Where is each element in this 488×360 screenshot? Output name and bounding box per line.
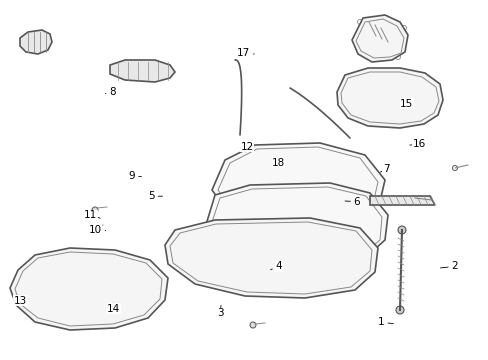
Text: 11: 11 [83,210,100,220]
Circle shape [37,39,43,45]
Text: 4: 4 [270,261,282,271]
Circle shape [416,198,420,202]
Polygon shape [110,60,175,82]
Text: 9: 9 [128,171,141,181]
Text: 3: 3 [216,305,223,318]
Circle shape [148,68,155,75]
Polygon shape [204,183,387,265]
Circle shape [357,19,362,24]
Text: 16: 16 [409,139,426,149]
Text: 18: 18 [271,158,285,168]
Circle shape [92,227,98,233]
Circle shape [395,306,403,314]
Text: 2: 2 [440,261,457,271]
Text: 8: 8 [105,87,116,97]
Text: 10: 10 [89,225,105,235]
Polygon shape [369,196,434,205]
Circle shape [451,166,457,171]
Circle shape [401,26,406,31]
Text: 15: 15 [399,99,413,109]
Polygon shape [164,218,377,298]
Text: 12: 12 [240,142,253,152]
Text: 6: 6 [345,197,360,207]
Circle shape [92,207,98,213]
Polygon shape [20,30,52,54]
Text: 5: 5 [148,191,162,201]
Circle shape [397,226,405,234]
Text: 14: 14 [106,303,120,314]
Text: 13: 13 [14,296,27,306]
Polygon shape [336,68,442,128]
Circle shape [395,54,400,59]
Polygon shape [351,15,407,62]
Text: 1: 1 [377,317,392,327]
Polygon shape [10,248,168,330]
Circle shape [249,322,256,328]
Text: 7: 7 [380,164,389,174]
Circle shape [420,198,424,202]
Text: 17: 17 [236,48,254,58]
Circle shape [412,198,416,202]
Circle shape [246,190,253,197]
Circle shape [241,205,246,211]
Polygon shape [212,143,384,235]
